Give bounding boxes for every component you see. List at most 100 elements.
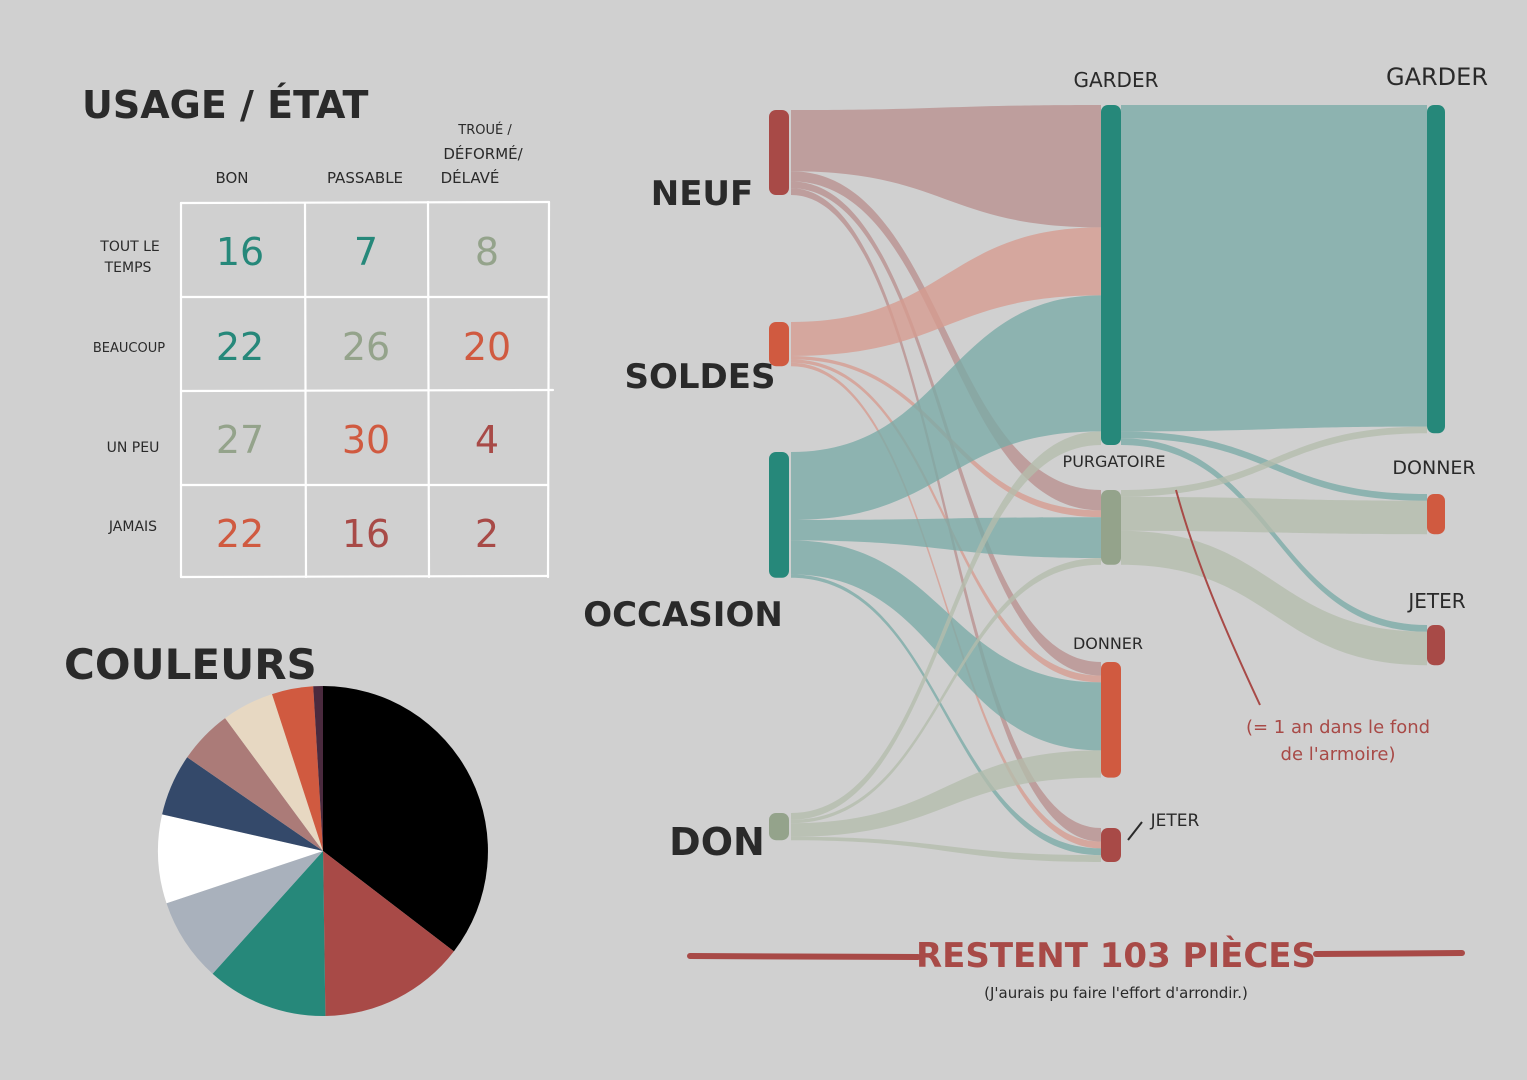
sankey-link-garder1-jeter2 [1121, 438, 1427, 632]
footer-rule-right [1313, 950, 1465, 957]
grid-line [179, 388, 555, 393]
pie-title: COULEURS [64, 640, 317, 689]
sankey-node-neuf [769, 110, 789, 195]
pie-slice [158, 814, 323, 904]
annotation-text-line2: de l'armoire) [1281, 744, 1396, 765]
sankey-link-occasion-jeter1 [791, 574, 1101, 856]
sankey-node-donner1 [1101, 662, 1121, 778]
column-header-troue-line1: TROUÉ / [457, 122, 512, 138]
row-label-tout-le-temps-line1: TOUT LE [99, 239, 159, 255]
sankey-link-purgatoire-garder2 [1121, 426, 1427, 497]
pie-slice [187, 718, 323, 851]
pie-slice [225, 694, 323, 851]
sankey-link-garder1-garder2 [1121, 105, 1427, 432]
pie-slice [313, 686, 323, 851]
node-label-purgatoire: PURGATOIRE [1063, 452, 1166, 471]
sankey-links [791, 105, 1427, 862]
pie-slice [323, 686, 488, 952]
table-cell-value: 30 [342, 418, 390, 462]
sankey-nodes [769, 105, 1445, 862]
row-label-beaucoup: BEAUCOUP [93, 341, 165, 356]
row-label-un-peu: UN PEU [107, 440, 160, 456]
sankey-diagram: NEUF SOLDES OCCASION DON GARDER PURGATOI… [583, 63, 1488, 864]
grid-line [426, 200, 431, 579]
sankey-link-don-garder1 [791, 431, 1101, 820]
table-cell-value: 27 [216, 418, 264, 462]
grid-line [179, 574, 550, 579]
sankey-node-occasion [769, 452, 789, 578]
table-cell-value: 4 [475, 418, 499, 462]
node-label-jeter-2: JETER [1406, 589, 1465, 613]
sankey-node-garder1 [1101, 105, 1121, 445]
table-cells: 16 7 8 22 26 20 27 30 4 22 16 2 [216, 230, 511, 556]
sankey-node-labels: NEUF SOLDES OCCASION DON GARDER PURGATOI… [583, 63, 1488, 864]
node-label-don: DON [669, 820, 765, 864]
sankey-link-occasion-donner1 [791, 540, 1101, 751]
sankey-link-soldes-jeter1 [791, 362, 1101, 849]
annotation-pointer-line [1175, 489, 1261, 706]
sankey-node-purgatoire [1101, 490, 1121, 565]
sankey-node-donner2 [1427, 494, 1445, 535]
node-label-donner-1: DONNER [1073, 634, 1143, 653]
sankey-link-don-purgatoire [791, 558, 1101, 824]
column-header-passable: PASSABLE [327, 169, 403, 187]
column-header-troue-line3: DÉLAVÉ [441, 168, 500, 187]
sankey-link-neuf-garder1 [791, 105, 1101, 228]
row-label-tout-le-temps-line2: TEMPS [104, 260, 152, 276]
node-label-jeter-1: JETER [1150, 811, 1200, 831]
grid-line [179, 200, 551, 205]
sankey-link-don-donner1 [791, 750, 1101, 837]
pie-slice [162, 757, 323, 851]
sankey-link-neuf-jeter1 [791, 188, 1101, 842]
table-grid [179, 200, 555, 579]
table-cell-value: 7 [354, 230, 378, 274]
sankey-node-jeter1 [1101, 828, 1121, 862]
purgatoire-annotation: (= 1 an dans le fond de l'armoire) [1175, 489, 1430, 765]
node-label-soldes: SOLDES [625, 357, 776, 397]
node-label-garder-1: GARDER [1073, 68, 1158, 92]
footer-subtitle: (J'aurais pu faire l'effort d'arrondir.) [984, 984, 1248, 1002]
table-cell-value: 22 [216, 325, 264, 369]
table-cell-value: 16 [342, 512, 390, 556]
sankey-node-jeter2 [1427, 625, 1445, 666]
usage-etat-table: USAGE / ÉTAT BON PASSABLE TROUÉ / DÉFORM… [82, 83, 555, 579]
node-label-garder-2: GARDER [1386, 63, 1488, 91]
footer-title: RESTENT 103 PIÈCES [916, 935, 1316, 976]
sankey-node-garder2 [1427, 105, 1445, 434]
couleurs-pie-chart: COULEURS [64, 640, 488, 1017]
sankey-link-occasion-garder1 [791, 295, 1101, 520]
grid-line [546, 200, 551, 579]
sankey-link-purgatoire-jeter2 [1121, 530, 1427, 666]
column-header-troue-line2: DÉFORMÉ/ [443, 144, 523, 163]
sankey-link-occasion-purgatoire [791, 517, 1101, 558]
node-label-neuf: NEUF [651, 174, 754, 214]
jeter-leader-line [1127, 821, 1143, 841]
pie-slice [272, 686, 323, 851]
table-cell-value: 22 [216, 512, 264, 556]
table-cell-value: 16 [216, 230, 264, 274]
pie-slice [212, 851, 326, 1017]
footer-rule-left [687, 953, 921, 960]
table-cell-value: 26 [342, 325, 390, 369]
pie-slice [166, 851, 323, 974]
grid-line [303, 201, 308, 579]
sankey-link-purgatoire-donner2 [1121, 496, 1427, 535]
table-cell-value: 20 [463, 325, 511, 369]
pie-slice [323, 851, 454, 1016]
sankey-link-garder1-donner2 [1121, 431, 1427, 501]
sankey-link-neuf-purgatoire [791, 171, 1101, 511]
footer: RESTENT 103 PIÈCES (J'aurais pu faire l'… [687, 935, 1465, 1002]
sankey-link-don-jeter1 [791, 836, 1101, 862]
node-label-occasion: OCCASION [583, 595, 783, 635]
node-label-donner-2: DONNER [1392, 457, 1475, 479]
sankey-node-soldes [769, 322, 789, 367]
sankey-node-don [769, 813, 789, 841]
table-cell-value: 2 [475, 512, 499, 556]
sankey-link-soldes-garder1 [791, 227, 1101, 356]
annotation-text-line1: (= 1 an dans le fond [1246, 717, 1430, 738]
table-cell-value: 8 [475, 230, 499, 274]
column-header-bon: BON [215, 169, 248, 187]
table-column-headers: BON PASSABLE TROUÉ / DÉFORMÉ/ DÉLAVÉ [215, 122, 523, 187]
table-row-labels: TOUT LE TEMPS BEAUCOUP UN PEU JAMAIS [93, 239, 165, 535]
